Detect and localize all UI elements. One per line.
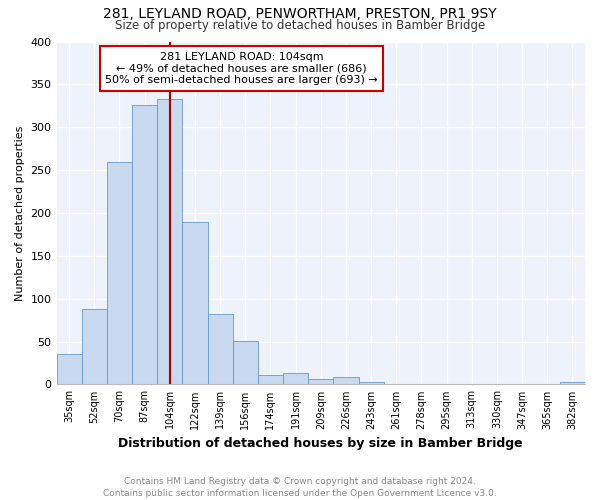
Bar	[560, 382, 585, 384]
Bar	[157, 99, 182, 384]
Bar	[208, 314, 233, 384]
Text: Size of property relative to detached houses in Bamber Bridge: Size of property relative to detached ho…	[115, 18, 485, 32]
Bar	[82, 309, 107, 384]
Text: Contains HM Land Registry data © Crown copyright and database right 2024.
Contai: Contains HM Land Registry data © Crown c…	[103, 476, 497, 498]
Y-axis label: Number of detached properties: Number of detached properties	[15, 126, 25, 300]
X-axis label: Distribution of detached houses by size in Bamber Bridge: Distribution of detached houses by size …	[118, 437, 523, 450]
Bar	[233, 340, 258, 384]
Bar	[283, 374, 308, 384]
Bar	[132, 105, 157, 384]
Text: 281 LEYLAND ROAD: 104sqm
← 49% of detached houses are smaller (686)
50% of semi-: 281 LEYLAND ROAD: 104sqm ← 49% of detach…	[105, 52, 378, 85]
Bar	[308, 380, 334, 384]
Bar	[359, 382, 383, 384]
Bar	[334, 376, 359, 384]
Bar	[182, 222, 208, 384]
Text: 281, LEYLAND ROAD, PENWORTHAM, PRESTON, PR1 9SY: 281, LEYLAND ROAD, PENWORTHAM, PRESTON, …	[103, 8, 497, 22]
Bar	[258, 375, 283, 384]
Bar	[56, 354, 82, 384]
Bar	[107, 162, 132, 384]
